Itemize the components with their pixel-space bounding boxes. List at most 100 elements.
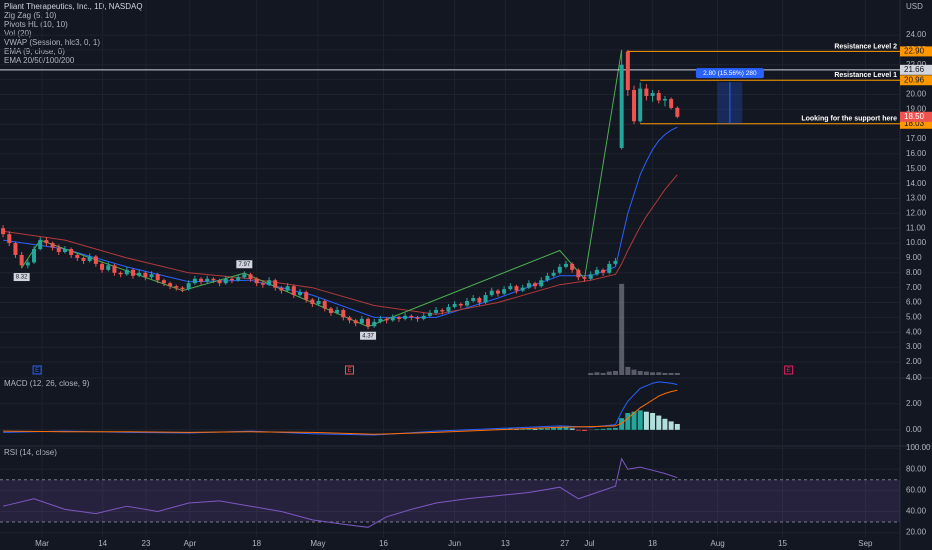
- y-tick-label: 5.00: [906, 312, 922, 321]
- y-tick-label: 24.00: [906, 30, 927, 39]
- candle-body: [38, 240, 43, 250]
- candle-body: [539, 280, 544, 287]
- pivot-label: 7.97: [238, 262, 250, 268]
- y-tick-label: 20.00: [906, 528, 927, 537]
- y-tick-label: 6.00: [906, 298, 922, 307]
- candle-body: [149, 274, 154, 278]
- candle-body: [291, 286, 296, 296]
- y-tick-label: 19.00: [906, 104, 927, 113]
- candle-body: [619, 64, 624, 148]
- pivot-box: [360, 331, 377, 340]
- candle-body: [298, 292, 302, 296]
- macd-hist: [582, 429, 588, 431]
- y-tick-label: 2.00: [906, 399, 922, 408]
- candle-body: [205, 278, 210, 282]
- macd-hist: [606, 428, 612, 430]
- candle-body: [180, 287, 185, 290]
- indicator-label: Vol (20): [4, 29, 32, 38]
- candle-body: [415, 317, 420, 319]
- volume-bar: [656, 372, 662, 375]
- candle-body: [378, 318, 383, 322]
- candle-body: [50, 243, 55, 248]
- price-tag-label: 18.50: [904, 112, 925, 121]
- x-tick-label: Apr: [184, 539, 197, 548]
- candle-body: [32, 249, 37, 263]
- volume-bar: [637, 370, 643, 375]
- price-tag: [900, 46, 932, 57]
- y-tick-label: 4.00: [906, 373, 922, 382]
- candle-body: [44, 240, 49, 244]
- candle-body: [19, 254, 24, 266]
- volume-bar: [625, 366, 631, 375]
- event-marker: [784, 365, 794, 375]
- candle-body: [508, 286, 513, 290]
- candle-body: [384, 318, 389, 321]
- y-tick-label: 10.00: [906, 238, 927, 247]
- indicator-label: VWAP (Session, hlc3, 0, 1): [4, 38, 100, 47]
- price-tag: [900, 64, 932, 75]
- volume-bar: [668, 372, 674, 375]
- rsi-line: [2, 457, 678, 528]
- x-tick-label: 15: [778, 539, 787, 548]
- x-tick-label: 23: [142, 539, 151, 548]
- macd-hist: [668, 421, 674, 430]
- candle-body: [588, 274, 593, 279]
- x-tick-label: 14: [98, 539, 107, 548]
- y-tick-label: 20.00: [906, 90, 927, 99]
- candle-body: [421, 315, 426, 319]
- candle-body: [409, 315, 414, 318]
- candle-body: [576, 269, 581, 278]
- candle-body: [62, 249, 67, 252]
- candle-body: [403, 315, 408, 319]
- measure-label-box: [695, 68, 764, 79]
- candle-body: [396, 317, 401, 319]
- candle-body: [489, 290, 494, 296]
- candle-body: [130, 269, 135, 276]
- pivot-label: 8.32: [16, 275, 28, 281]
- candle-body: [118, 272, 123, 275]
- candle-body: [669, 98, 674, 108]
- candle-body: [650, 93, 655, 96]
- macd-hist: [569, 428, 575, 430]
- price-tag: [900, 75, 932, 86]
- volume-bar: [674, 372, 680, 375]
- candle-body: [607, 263, 612, 273]
- candle-body: [359, 318, 364, 324]
- macd-hist: [551, 427, 557, 430]
- x-tick-label: Mar: [35, 539, 49, 548]
- x-tick-label: 13: [501, 539, 510, 548]
- indicator-label: Zig Zag (5, 10): [4, 11, 57, 20]
- y-tick-label: 22.00: [906, 60, 927, 69]
- y-tick-label: 40.00: [906, 507, 927, 516]
- y-tick-label: 60.00: [906, 485, 927, 494]
- volume-bar: [662, 372, 668, 375]
- price-tag: [900, 111, 932, 122]
- y-tick-label: 17.00: [906, 134, 927, 143]
- candle-body: [471, 298, 476, 302]
- event-label: E: [35, 368, 39, 374]
- x-tick-label: 16: [379, 539, 388, 548]
- candle-body: [458, 304, 463, 306]
- candle-body: [1, 228, 6, 235]
- price-tag-label: 20.96: [904, 75, 925, 84]
- measure-label: 2.80 (15.56%) 280: [703, 70, 757, 77]
- y-tick-label: 7.00: [906, 283, 922, 292]
- candle-body: [106, 265, 111, 270]
- candle-body: [452, 304, 457, 307]
- price-tag: [900, 118, 932, 129]
- rsi-title: RSI (14, close): [4, 448, 57, 457]
- candle-body: [285, 286, 290, 291]
- macd-hist: [619, 418, 625, 430]
- candle-body: [112, 265, 117, 273]
- candle-body: [520, 287, 525, 291]
- volume-bar: [631, 369, 637, 375]
- candle-body: [75, 254, 80, 258]
- macd-hist: [575, 429, 581, 431]
- candle-body: [260, 283, 265, 285]
- y-tick-label: 80.00: [906, 464, 927, 473]
- candle-body: [644, 88, 649, 96]
- candle-body: [13, 243, 18, 255]
- candle-body: [248, 274, 253, 279]
- y-tick-label: 16.00: [906, 149, 927, 158]
- y-tick-label: 14.00: [906, 179, 927, 188]
